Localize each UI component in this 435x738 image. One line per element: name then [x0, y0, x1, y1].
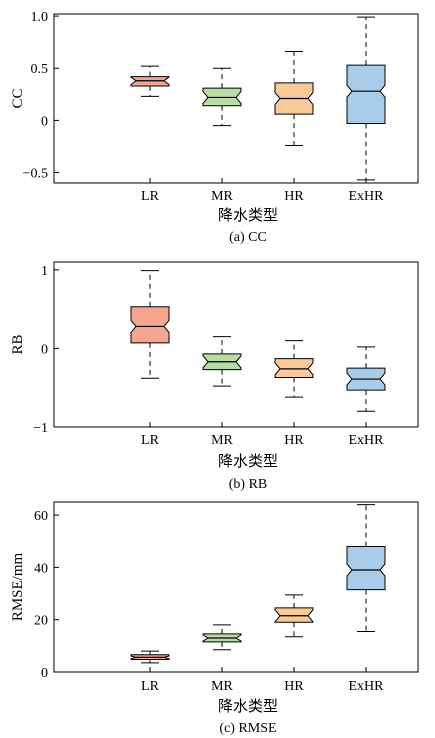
x-tick-label: HR	[284, 433, 304, 448]
panel-caption: (a) CC	[229, 230, 267, 245]
panel-caption: (b) RB	[229, 477, 268, 492]
box-mr	[202, 624, 242, 651]
box-lr	[130, 650, 170, 664]
x-tick-label: MR	[211, 433, 233, 448]
x-tick-label: LR	[141, 679, 160, 694]
x-tick-label: HR	[284, 679, 304, 694]
y-tick-label: 0	[41, 342, 48, 357]
x-tick-label: MR	[211, 189, 233, 204]
y-tick-label: 1.0	[31, 10, 49, 25]
y-tick-label: 1	[41, 264, 48, 279]
y-tick-label: 20	[34, 614, 48, 629]
y-axis-label: RMSE/mm	[10, 552, 26, 621]
box-lr	[130, 270, 170, 379]
iqr-box	[274, 358, 314, 378]
y-tick-label: 0	[41, 666, 48, 681]
panel-2: −1 0 1 LR MR HR ExHR RB 降水类型 (b) RB	[10, 261, 419, 492]
y-tick-label: −1	[33, 421, 48, 436]
box-mr	[202, 336, 242, 387]
y-tick-label: 0.5	[31, 62, 49, 77]
box-hr	[274, 51, 314, 146]
panel-caption: (c) RMSE	[219, 721, 276, 736]
x-axis-label: 降水类型	[218, 698, 278, 715]
box-exhr	[346, 504, 386, 632]
box-exhr	[346, 16, 386, 181]
box-lr	[130, 65, 170, 97]
y-axis-label: CC	[10, 88, 26, 108]
x-tick-label: ExHR	[349, 433, 385, 448]
y-tick-label: 40	[34, 561, 48, 576]
iqr-box	[346, 545, 386, 591]
box-hr	[274, 594, 314, 638]
iqr-box	[346, 64, 386, 125]
x-tick-label: MR	[211, 679, 233, 694]
box-hr	[274, 340, 314, 398]
plot-frame	[53, 261, 419, 428]
iqr-box	[274, 607, 314, 623]
panel-1: −0.5 0 0.5 1.0 LR MR HR ExHR CC 降水类型 (a) CC	[10, 10, 419, 245]
box-exhr	[346, 346, 386, 412]
y-tick-label: 60	[34, 509, 48, 524]
x-tick-label: ExHR	[349, 189, 385, 204]
x-tick-label: ExHR	[349, 679, 385, 694]
x-tick-label: LR	[141, 189, 160, 204]
iqr-box	[130, 306, 170, 344]
x-axis-label: 降水类型	[218, 453, 278, 470]
x-tick-label: LR	[141, 433, 160, 448]
x-axis-label: 降水类型	[218, 207, 278, 224]
x-tick-label: HR	[284, 189, 304, 204]
plot-frame	[53, 501, 419, 673]
y-axis-label: RB	[10, 334, 26, 354]
y-tick-label: 0	[41, 114, 48, 129]
box-mr	[202, 67, 242, 127]
plot-frame	[53, 13, 419, 184]
y-tick-label: −0.5	[23, 167, 48, 182]
panel-3: 0 20 40 60 LR MR HR ExHR RMSE/mm 降水类型 (c) RMSE	[10, 501, 419, 736]
